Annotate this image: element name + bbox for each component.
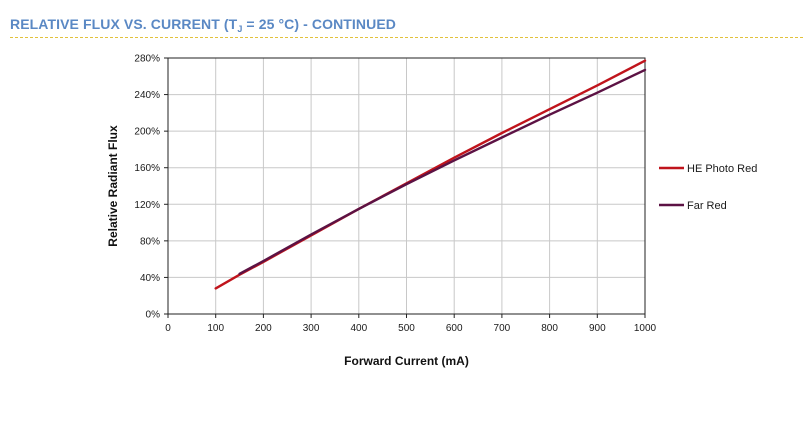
x-tick-label: 500 [398, 323, 415, 334]
title-subscript: J [237, 24, 243, 34]
page-title: RELATIVE FLUX VS. CURRENT (TJ = 25 °C) -… [10, 16, 396, 34]
series-line-far-red [238, 68, 647, 275]
chart-grid [168, 58, 645, 314]
x-tick-label: 800 [541, 323, 558, 334]
x-tick-label: 100 [207, 323, 224, 334]
y-tick-label: 200% [134, 127, 160, 138]
x-tick-label: 400 [350, 323, 367, 334]
chart-series [214, 59, 647, 290]
x-tick-label: 300 [303, 323, 320, 334]
x-tick-label: 700 [494, 323, 511, 334]
x-tick-label: 1000 [634, 323, 657, 334]
y-tick-label: 40% [140, 273, 160, 284]
legend-label-he-photo-red: HE Photo Red [687, 163, 757, 175]
y-tick-label: 280% [134, 54, 160, 65]
x-tick-label: 200 [255, 323, 272, 334]
y-tick-label: 160% [134, 163, 160, 174]
y-tick-label: 0% [146, 310, 161, 321]
legend-label-far-red: Far Red [687, 200, 727, 212]
y-axis-title: Relative Radiant Flux [106, 125, 120, 247]
x-tick-label: 0 [165, 323, 171, 334]
title-prefix: RELATIVE FLUX VS. CURRENT (T [10, 16, 238, 32]
x-tick-label: 900 [589, 323, 606, 334]
axis-ticks: 0 100 200 300 400 500 600 700 800 900 1000 0% 40% 80%… [134, 54, 656, 335]
header-divider [10, 37, 803, 38]
y-tick-label: 240% [134, 90, 160, 101]
x-axis-title: Forward Current (mA) [344, 354, 469, 368]
y-tick-label: 120% [134, 200, 160, 211]
y-tick-label: 80% [140, 236, 160, 247]
title-suffix: = 25 °C) - CONTINUED [242, 16, 396, 32]
x-tick-label: 600 [446, 323, 463, 334]
chart-legend: HE Photo Red Far Red [659, 163, 757, 212]
